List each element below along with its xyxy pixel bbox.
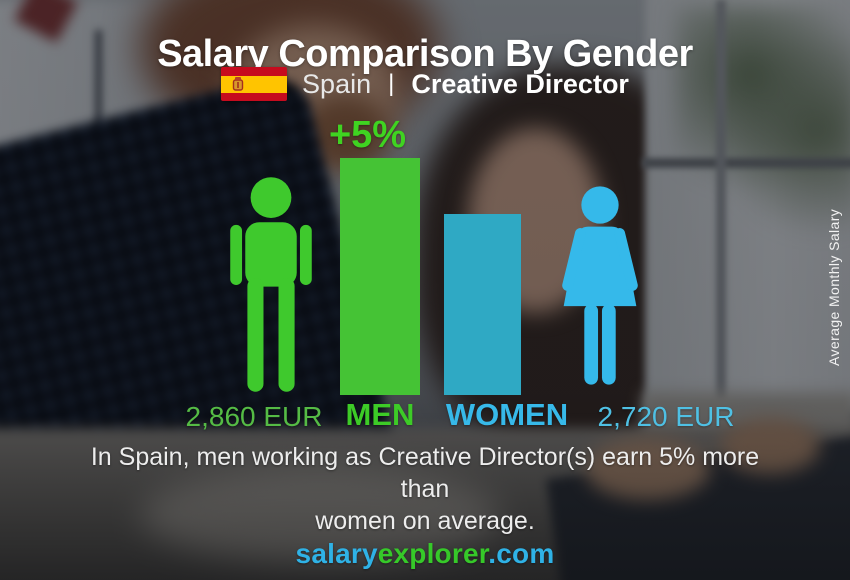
women-salary-bar <box>444 214 521 395</box>
summary-line-2: women on average. <box>315 507 535 535</box>
subtitle-row: Spain | Creative Director <box>0 63 850 105</box>
site-watermark-tld: .com <box>488 538 555 569</box>
female-figure-icon <box>546 175 654 395</box>
flag-stripe-red <box>221 92 288 101</box>
flag-stripe-red <box>221 67 288 76</box>
women-salary-value: 2,720 EUR <box>597 401 735 432</box>
site-watermark-salary: salary <box>295 538 378 569</box>
women-category-label: WOMEN <box>445 397 569 432</box>
men-category-label: MEN <box>345 397 415 432</box>
flag-stripe-yellow <box>221 75 288 93</box>
job-title-label: Creative Director <box>411 68 629 99</box>
flag-coat-of-arms-icon <box>232 77 244 91</box>
site-watermark: salaryexplorer.com <box>0 538 850 570</box>
men-salary-bar <box>340 158 420 395</box>
summary-text: In Spain, men working as Creative Direct… <box>65 441 785 537</box>
men-salary-value: 2,860 EUR <box>185 401 323 432</box>
y-axis-label: Average Monthly Salary <box>826 208 842 367</box>
subtitle-divider: | <box>388 70 395 97</box>
percent-difference-label: +5% <box>328 114 407 156</box>
spain-flag-icon <box>221 67 288 101</box>
male-figure-icon <box>212 175 330 395</box>
site-watermark-explorer: explorer <box>377 538 489 569</box>
country-label: Spain <box>302 68 372 99</box>
summary-line-1: In Spain, men working as Creative Direct… <box>90 443 760 503</box>
